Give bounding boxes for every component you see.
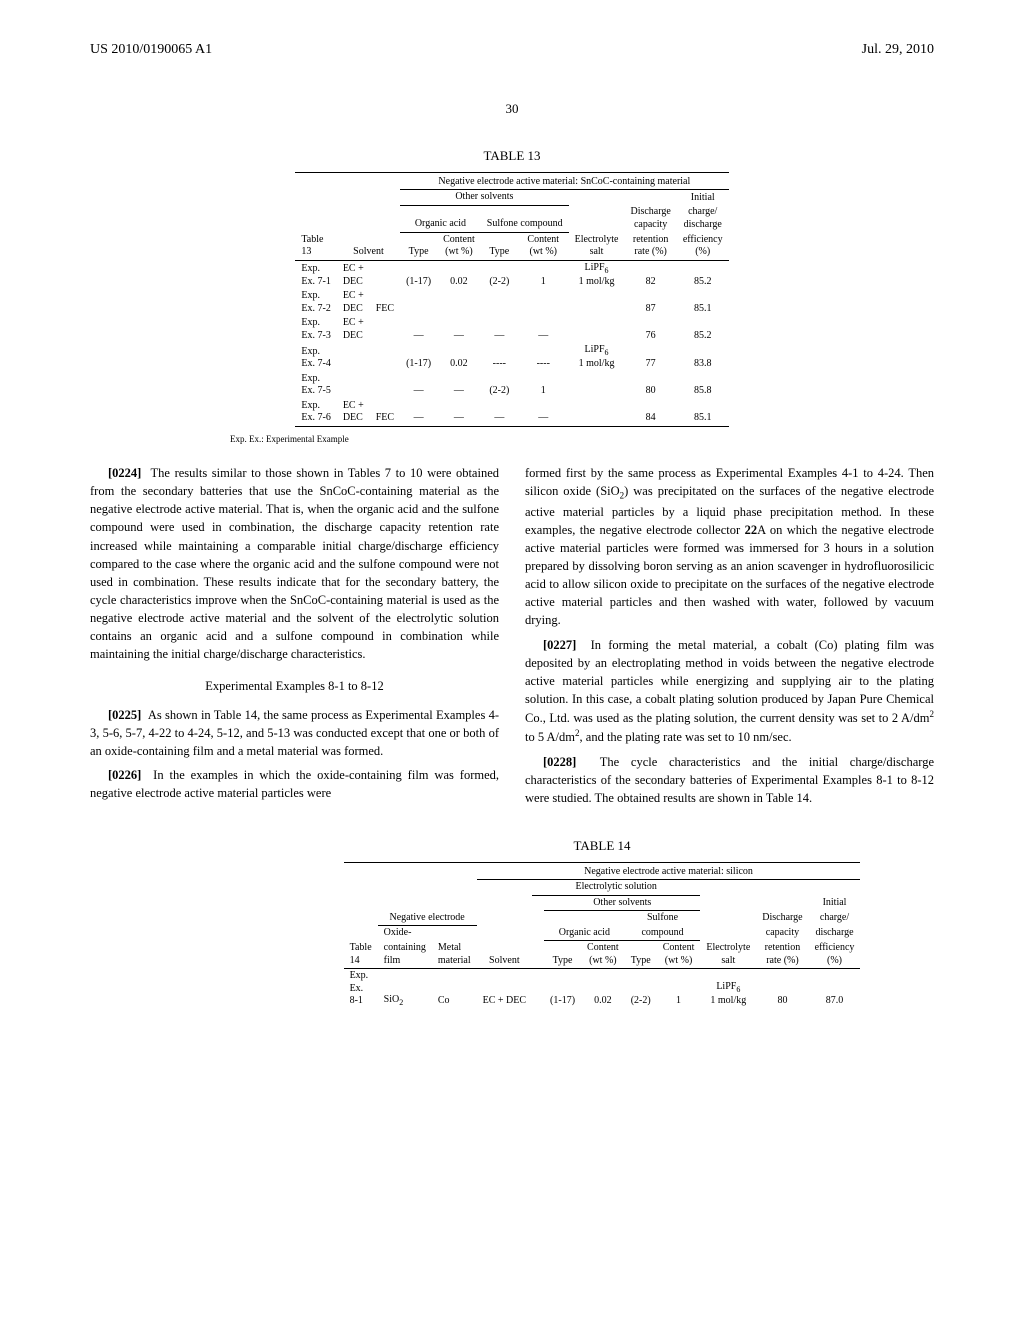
col-oa-content14: Content(wt %)	[581, 941, 625, 969]
paragraph-0226a: [0226] In the examples in which the oxid…	[90, 766, 499, 802]
publication-number: US 2010/0190065 A1	[90, 40, 212, 60]
col-efficiency: efficiency(%)	[677, 232, 729, 260]
col-electrolyte-salt14: Electrolytesalt	[700, 941, 756, 969]
left-column: [0224] The results similar to those show…	[90, 464, 499, 813]
col-organic-acid14: Organic acid	[544, 926, 625, 941]
table14-caption: TABLE 14	[270, 837, 934, 856]
table-row: Exp.Ex. 7-4 (1-17) 0.02 ---- ---- LiPF61…	[295, 343, 728, 372]
col-discharge14: Discharge	[756, 911, 808, 926]
col-s-content: Content(wt %)	[518, 232, 569, 260]
table13-subtitle: Negative electrode active material: SnCo…	[400, 175, 729, 190]
col-containing-film: containingfilm	[378, 941, 432, 969]
col-table14: Table14	[344, 941, 378, 969]
publication-date: Jul. 29, 2010	[862, 40, 934, 60]
paragraph-0227: [0227] In forming the metal material, a …	[525, 636, 934, 747]
paragraph-0225: [0225] As shown in Table 14, the same pr…	[90, 706, 499, 760]
experimental-subheading: Experimental Examples 8-1 to 8-12	[90, 677, 499, 695]
table-row: Exp.Ex.8-1 SiO2 Co EC + DEC (1-17) 0.02 …	[344, 969, 861, 1009]
table14: Negative electrode active material: sili…	[344, 862, 861, 1009]
col-metal: Metalmaterial	[432, 941, 477, 969]
col-charge-discharge: charge/discharge	[677, 205, 729, 232]
col-retention-rate14: retentionrate (%)	[756, 941, 808, 969]
col-charge14: charge/	[809, 911, 861, 926]
col-s-type: Type	[481, 232, 518, 260]
col-solvent14: Solvent	[477, 941, 532, 969]
page-header: US 2010/0190065 A1 Jul. 29, 2010	[90, 40, 934, 60]
col-capacity14: capacity	[756, 926, 808, 941]
col-discharge-capacity: Dischargecapacity	[624, 205, 676, 232]
table13-caption: TABLE 13	[90, 147, 934, 166]
col-sulfone14: Sulfone	[625, 911, 701, 926]
col-oa-content: Content(wt %)	[437, 232, 481, 260]
table13: Negative electrode active material: SnCo…	[295, 172, 728, 427]
col-electrolyte-salt: Electrolytesalt	[569, 232, 625, 260]
paragraph-0228: [0228] The cycle characteristics and the…	[525, 753, 934, 807]
col-s-type14: Type	[625, 941, 657, 969]
col-discharge214: discharge	[809, 926, 861, 941]
col-oa-type: Type	[400, 232, 437, 260]
col-table13: Table13	[295, 232, 336, 260]
table-row: Exp.Ex. 7-6EC +DECFEC — — — — 84 85.1	[295, 399, 728, 427]
col-retention-rate: retentionrate (%)	[624, 232, 676, 260]
table-row: Exp.Ex. 7-3EC +DEC — — — — 76 85.2	[295, 316, 728, 343]
table-row: Exp.Ex. 7-1EC +DEC (1-17) 0.02 (2-2) 1 L…	[295, 260, 728, 289]
table-row: Exp.Ex. 7-5 — — (2-2) 1 80 85.8	[295, 372, 728, 399]
table13-footnote: Exp. Ex.: Experimental Example	[230, 433, 934, 446]
page-number: 30	[90, 100, 934, 119]
col-organic-acid: Organic acid	[400, 205, 481, 232]
col-solvent: Solvent	[337, 232, 400, 260]
col-efficiency14: efficiency(%)	[809, 941, 861, 969]
col-other-solvents: Other solvents	[400, 190, 569, 206]
col-s-content14: Content(wt %)	[657, 941, 701, 969]
body-columns: [0224] The results similar to those show…	[90, 464, 934, 813]
col-initial14: Initial	[809, 895, 861, 911]
table-row: Exp.Ex. 7-2EC +DECFEC 87 85.1	[295, 289, 728, 316]
paragraph-0224: [0224] The results similar to those show…	[90, 464, 499, 663]
col-electrolytic: Electrolytic solution	[532, 880, 700, 896]
table14-subtitle: Negative electrode active material: sili…	[477, 865, 861, 880]
col-sulfone-compound: compound	[625, 926, 701, 941]
col-other-solvents14: Other solvents	[544, 895, 700, 911]
paragraph-0226b: formed first by the same process as Expe…	[525, 464, 934, 630]
col-sulfone: Sulfone compound	[481, 205, 569, 232]
col-oa-type14: Type	[544, 941, 581, 969]
right-column: formed first by the same process as Expe…	[525, 464, 934, 813]
col-oxide-prefix: Oxide-	[378, 926, 432, 941]
col-initial: Initial	[677, 190, 729, 206]
col-neg-electrode: Negative electrode	[378, 911, 477, 926]
